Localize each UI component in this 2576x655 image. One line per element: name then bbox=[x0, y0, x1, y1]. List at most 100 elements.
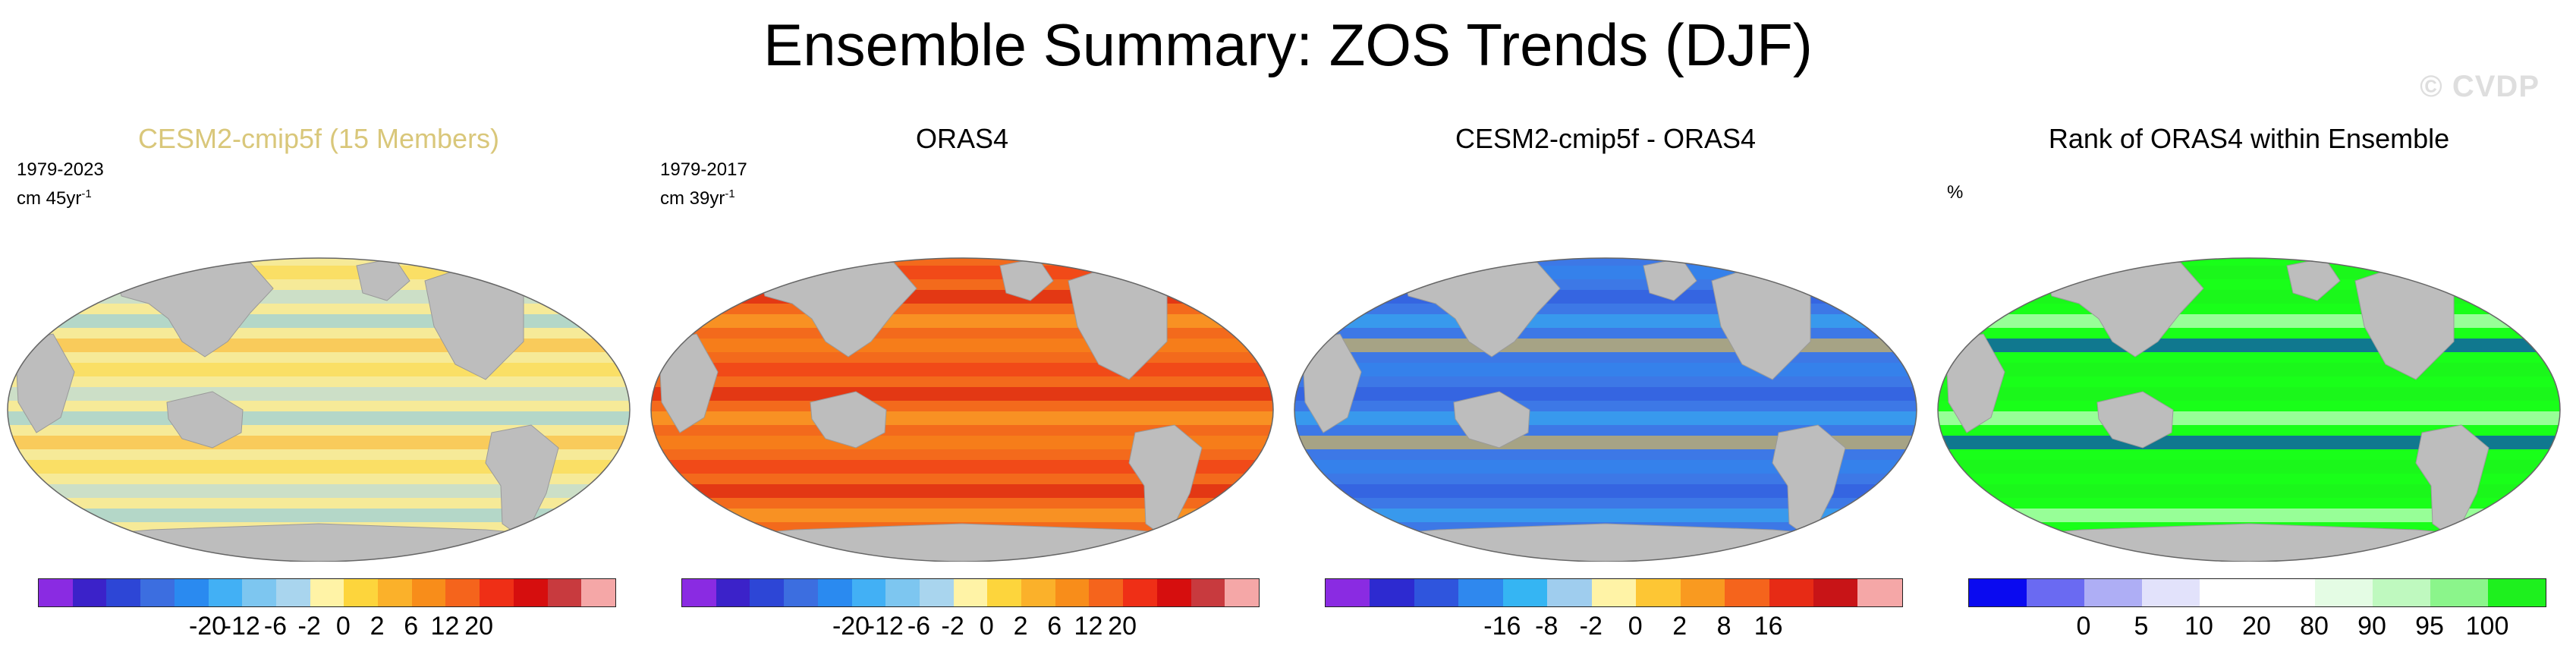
colorbar-tick-label: 20 bbox=[1108, 612, 1137, 641]
colorbar-tick-label: 2 bbox=[370, 612, 385, 641]
colorbar-tick-label: -20 bbox=[832, 612, 870, 641]
colorbar-tick-label: 10 bbox=[2184, 612, 2213, 641]
panel-title: CESM2-cmip5f - ORAS4 bbox=[1455, 123, 1757, 154]
colorbar bbox=[1968, 578, 2546, 607]
map-ensemble-mean bbox=[7, 257, 631, 562]
colorbar bbox=[1325, 578, 1903, 607]
colorbar-swatch bbox=[1123, 579, 1157, 606]
colorbar-swatch bbox=[1021, 579, 1055, 606]
colorbar-swatch bbox=[2084, 579, 2142, 606]
units-label: % bbox=[1947, 182, 1964, 203]
colorbar-swatch bbox=[72, 579, 107, 606]
colorbar-swatch bbox=[1326, 579, 1370, 606]
panel-rank: Rank of ORAS4 within Ensemble % 0 5 10 20 80… bbox=[1930, 114, 2568, 655]
colorbar-swatch bbox=[1190, 579, 1225, 606]
figure-title: Ensemble Summary: ZOS Trends (DJF) bbox=[763, 11, 1813, 78]
australia-land bbox=[166, 391, 244, 449]
colorbar-swatch bbox=[953, 579, 988, 606]
panel-meta: 1979-2023 cm 45yr-1 bbox=[17, 158, 104, 211]
panel-meta: 1979-2017 cm 39yr-1 bbox=[660, 158, 747, 211]
colorbar-swatch bbox=[1680, 579, 1725, 606]
colorbar-swatch bbox=[1502, 579, 1548, 606]
colorbar-swatch bbox=[817, 579, 852, 606]
colorbar-tick-label: 5 bbox=[2134, 612, 2149, 641]
period-label: 1979-2017 bbox=[660, 159, 747, 180]
colorbar-tick-label: 80 bbox=[2300, 612, 2329, 641]
panel-title: ORAS4 bbox=[915, 123, 1009, 154]
colorbar-swatch bbox=[1591, 579, 1637, 606]
colorbar-tick-label: -20 bbox=[188, 612, 227, 641]
colorbar-swatch bbox=[208, 579, 243, 606]
colorbar-ticks: -20 -12 -6 -2 0 2 6 12 20 bbox=[681, 612, 1258, 645]
colorbar bbox=[681, 578, 1260, 607]
map-outline bbox=[650, 257, 1274, 562]
colorbar-swatch bbox=[275, 579, 310, 606]
colorbar-swatch bbox=[411, 579, 446, 606]
colorbar-swatch bbox=[1725, 579, 1769, 606]
map-outline bbox=[1294, 257, 1917, 562]
panel-meta: % bbox=[1947, 158, 1963, 205]
map-difference bbox=[1294, 257, 1917, 562]
colorbar-tick-label: 12 bbox=[1074, 612, 1103, 641]
colorbar-tick-label: 90 bbox=[2357, 612, 2386, 641]
panel-title: Rank of ORAS4 within Ensemble bbox=[2048, 123, 2450, 154]
colorbar-swatch bbox=[1969, 579, 2027, 606]
colorbar-swatch bbox=[2200, 579, 2257, 606]
africa-land bbox=[658, 333, 719, 433]
colorbar-swatch bbox=[1156, 579, 1191, 606]
colorbar-tick-label: -2 bbox=[941, 612, 964, 641]
colorbar-swatch bbox=[716, 579, 750, 606]
panel-title: CESM2-cmip5f (15 Members) bbox=[137, 123, 500, 154]
colorbar-tick-label: 0 bbox=[335, 612, 351, 641]
colorbar-tick-label: -2 bbox=[1579, 612, 1603, 641]
colorbar-swatch bbox=[851, 579, 886, 606]
units-label: cm 39yr-1 bbox=[660, 187, 735, 209]
colorbar-swatch bbox=[344, 579, 379, 606]
australia-land bbox=[810, 391, 887, 449]
colorbar-swatch bbox=[480, 579, 514, 606]
colorbar-swatch bbox=[2027, 579, 2084, 606]
colorbar-tick-label: -16 bbox=[1483, 612, 1521, 641]
colorbar-tick-label: -12 bbox=[866, 612, 904, 641]
map-outline bbox=[1937, 257, 2561, 562]
colorbar-swatch bbox=[174, 579, 209, 606]
colorbar-swatch bbox=[987, 579, 1022, 606]
units-label: cm 45yr-1 bbox=[17, 187, 92, 209]
colorbar-swatch bbox=[242, 579, 276, 606]
australia-land bbox=[1453, 391, 1530, 449]
colorbar-tick-label: 20 bbox=[464, 612, 494, 641]
colorbar-tick-label: -6 bbox=[263, 612, 288, 641]
colorbar-tick-label: 16 bbox=[1754, 612, 1783, 641]
colorbar-tick-label: 0 bbox=[1628, 612, 1643, 641]
panel-difference: CESM2-cmip5f - ORAS4 -16 -8 -2 0 2 8 16 bbox=[1287, 114, 1924, 655]
colorbar-tick-label: 12 bbox=[430, 612, 460, 641]
colorbar-swatch bbox=[1547, 579, 1592, 606]
colorbar-tick-label: 0 bbox=[979, 612, 994, 641]
colorbar-swatch bbox=[784, 579, 818, 606]
colorbar-swatch bbox=[1813, 579, 1858, 606]
colorbar-swatch bbox=[1370, 579, 1414, 606]
period-label: 1979-2023 bbox=[17, 159, 104, 180]
colorbar-swatch bbox=[140, 579, 175, 606]
colorbar-swatch bbox=[1769, 579, 1813, 606]
colorbar-swatch bbox=[513, 579, 548, 606]
colorbar-tick-label: 95 bbox=[2415, 612, 2444, 641]
colorbar-ticks: 0 5 10 20 80 90 95 100 bbox=[1968, 612, 2545, 645]
colorbar-swatch bbox=[885, 579, 920, 606]
colorbar-tick-label: -8 bbox=[1535, 612, 1558, 641]
colorbar bbox=[38, 578, 616, 607]
colorbar-swatch bbox=[919, 579, 954, 606]
africa-land bbox=[1945, 333, 2005, 433]
colorbar-swatch bbox=[547, 579, 582, 606]
colorbar-swatch bbox=[1055, 579, 1090, 606]
colorbar-tick-label: 2 bbox=[1013, 612, 1028, 641]
colorbar-swatch bbox=[1636, 579, 1681, 606]
colorbar-swatch bbox=[2315, 579, 2373, 606]
colorbar-swatch bbox=[682, 579, 716, 606]
colorbar-swatch bbox=[445, 579, 480, 606]
panel-ensemble-mean: CESM2-cmip5f (15 Members) 1979-2023 cm 4… bbox=[0, 114, 637, 655]
colorbar-tick-label: 8 bbox=[1716, 612, 1731, 641]
panel-oras4: ORAS4 1979-2017 cm 39yr-1 -20 -12 -6 -2 0 2 6 1… bbox=[643, 114, 1281, 655]
africa-land bbox=[14, 333, 75, 433]
colorbar-ticks: -16 -8 -2 0 2 8 16 bbox=[1325, 612, 1901, 645]
